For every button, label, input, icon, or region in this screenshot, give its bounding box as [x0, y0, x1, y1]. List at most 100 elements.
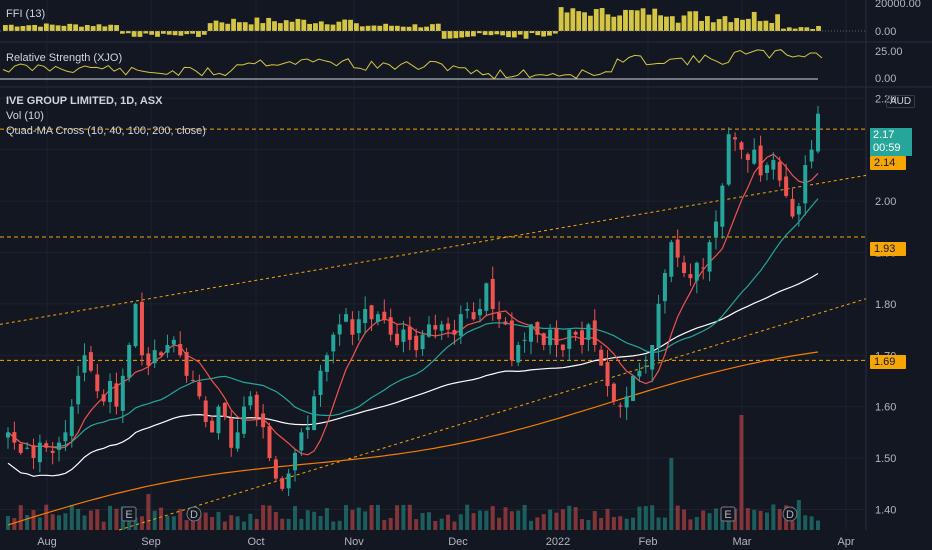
ffi-bar: [582, 12, 587, 31]
ffi-bar: [599, 8, 605, 31]
candle-body: [694, 262, 699, 281]
candle-body: [790, 198, 795, 217]
volume-bar: [203, 512, 208, 530]
ffi-bar: [301, 19, 307, 31]
candle-body: [356, 319, 361, 334]
ffi-bar: [722, 16, 728, 31]
ffi-bar: [377, 25, 383, 31]
ffi-bar: [383, 23, 389, 31]
volume-bar: [682, 509, 687, 530]
x-tick-label: Aug: [37, 536, 57, 548]
volume-bar: [197, 512, 202, 530]
candle-body: [369, 305, 374, 320]
ffi-bar: [190, 31, 195, 34]
currency-label[interactable]: AUD: [886, 95, 916, 108]
volume-bar: [356, 507, 361, 530]
ffi-bar: [3, 25, 8, 31]
ffi-bar: [564, 12, 570, 31]
candle-body: [114, 383, 119, 407]
dividend-marker[interactable]: D: [782, 506, 798, 522]
volume-bar: [516, 510, 521, 530]
ffi-bar: [435, 23, 441, 31]
volume-bar: [331, 521, 336, 530]
candle-body: [490, 278, 495, 309]
ffi-bar: [734, 18, 740, 31]
ffi-bar: [453, 31, 459, 39]
volume-bar: [50, 514, 55, 530]
ffi-bar: [389, 25, 394, 31]
volume-bar: [241, 521, 246, 530]
ffi-bar: [570, 8, 576, 31]
candle-body: [254, 394, 259, 417]
candle-body: [25, 447, 30, 449]
ffi-bar: [90, 26, 96, 31]
candle-body: [605, 362, 610, 387]
x-tick-label: Nov: [344, 536, 364, 548]
earnings-marker[interactable]: E: [121, 506, 137, 522]
candle-body: [643, 365, 648, 367]
last-price-value: 2.17: [873, 129, 895, 141]
volume-bar: [560, 509, 565, 530]
volume-bar: [535, 517, 540, 530]
volume-bar: [433, 521, 438, 530]
ffi-bar: [506, 31, 511, 38]
ffi-bar: [324, 24, 330, 31]
volume-bar: [650, 505, 655, 530]
volume-bar: [76, 509, 81, 530]
candle-body: [567, 329, 572, 349]
volume-bar: [18, 505, 23, 530]
volume-bar: [490, 506, 495, 530]
ffi-bar: [354, 23, 359, 31]
ffi-bar: [49, 24, 55, 31]
dividend-marker[interactable]: D: [186, 506, 202, 522]
candle-body: [707, 242, 712, 272]
volume-bar: [662, 517, 667, 530]
volume-bar: [528, 520, 533, 530]
candle-body: [37, 442, 42, 463]
ffi-bar: [500, 31, 506, 36]
candle-body: [701, 267, 706, 269]
earnings-marker[interactable]: E: [720, 506, 736, 522]
volume-bar: [273, 511, 278, 530]
candle-body: [203, 400, 208, 423]
volume-bar: [312, 511, 317, 530]
ffi-bar: [394, 25, 400, 31]
volume-bar: [522, 504, 527, 530]
ffi-bar: [816, 25, 821, 31]
candle-body: [592, 320, 597, 345]
ffi-bar: [213, 20, 219, 31]
volume-bar: [152, 510, 157, 530]
candle-body: [656, 303, 661, 348]
candle-body: [560, 344, 565, 351]
volume-bar: [95, 509, 100, 530]
ffi-bar: [248, 24, 254, 31]
volume-bar: [452, 521, 457, 530]
volume-bar: [701, 510, 706, 530]
ffi-bar: [266, 17, 272, 31]
level-tag-1-93: 1.93: [870, 242, 906, 256]
ffi-bar: [488, 31, 494, 36]
ffi-bar: [681, 15, 687, 31]
ffi-bar: [792, 28, 798, 31]
ffi-bar: [96, 24, 102, 31]
ma-indicator-label: Quad-MA Cross (10, 40, 100, 200, close): [6, 125, 206, 137]
rs-line: [2, 49, 823, 80]
price-tick-label: 1.40: [875, 504, 896, 516]
ffi-bar: [237, 22, 242, 31]
ffi-bar: [120, 31, 125, 34]
ffi-bar: [640, 8, 646, 31]
candle-body: [682, 262, 687, 274]
candle-body: [190, 379, 195, 381]
ffi-bar: [465, 31, 470, 37]
ffi-bar: [716, 19, 722, 31]
ffi-bar: [102, 26, 108, 31]
candle-body: [395, 333, 400, 345]
ffi-bar: [693, 11, 699, 31]
volume-bar: [599, 517, 604, 530]
ffi-bar: [751, 11, 757, 31]
last-price-tag: 2.17 00:59: [870, 128, 912, 156]
candle-body: [108, 380, 113, 403]
volume-bar: [344, 504, 349, 530]
ffi-bar: [482, 31, 488, 35]
